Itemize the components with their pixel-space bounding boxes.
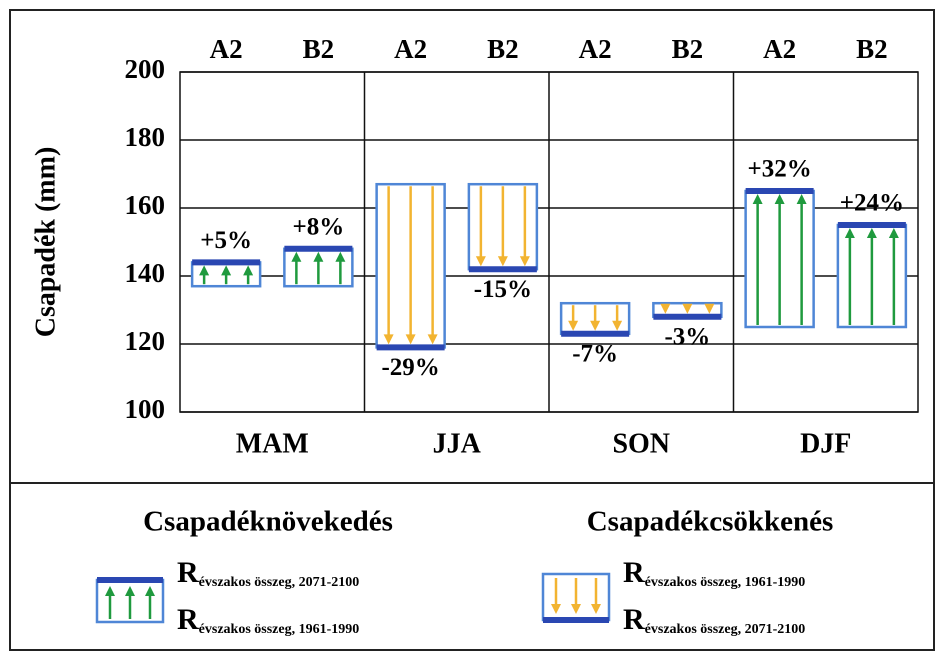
value-label: +5% xyxy=(200,227,252,254)
arrow-head xyxy=(291,251,302,262)
legend-symbol: R xyxy=(623,556,645,589)
arrow-head xyxy=(427,334,438,345)
legend-subscript: évszakos összeg, 2071-2100 xyxy=(645,622,806,637)
arrow-head xyxy=(497,256,508,267)
arrow-head xyxy=(866,228,877,238)
value-label: +24% xyxy=(840,190,904,217)
y-axis-label: Csapadék (mm) xyxy=(30,147,61,338)
scenario-label: A2 xyxy=(579,34,612,64)
arrow-head xyxy=(125,586,135,596)
legend-subscript: évszakos összeg, 2071-2100 xyxy=(199,575,360,590)
legend-symbol: R xyxy=(177,603,199,636)
arrow-head xyxy=(844,228,855,238)
arrow-head xyxy=(105,586,115,596)
arrow-head xyxy=(591,604,601,614)
arrow-head xyxy=(590,320,601,331)
arrow-head xyxy=(475,256,486,267)
legend-subscript: évszakos összeg, 1961-1990 xyxy=(199,622,360,637)
value-label: +32% xyxy=(748,156,812,183)
arrow-head xyxy=(383,334,394,345)
arrow-head xyxy=(551,604,561,614)
y-tick-label: 100 xyxy=(125,394,166,424)
legend-symbol: R xyxy=(177,556,199,589)
arrow-head xyxy=(660,303,671,314)
legend-entry: Révszakos összeg, 2071-2100 xyxy=(177,556,359,590)
legend-title: Csapadéknövekedés xyxy=(143,506,393,538)
arrow-head xyxy=(796,194,807,204)
legend-entry: Révszakos összeg, 1961-1990 xyxy=(623,556,805,590)
frame xyxy=(9,9,935,651)
arrow-head xyxy=(243,265,254,276)
arrow-head xyxy=(571,604,581,614)
scenario-label: A2 xyxy=(763,34,796,64)
arrow-head xyxy=(199,265,210,276)
value-label: -15% xyxy=(474,276,532,303)
value-label: -29% xyxy=(381,354,439,381)
arrow-head xyxy=(612,320,623,331)
arrow-head xyxy=(752,194,763,204)
value-label: -3% xyxy=(664,324,710,351)
scenario-label: A2 xyxy=(394,34,427,64)
x-tick-label: JJA xyxy=(433,428,482,459)
y-tick-label: 120 xyxy=(125,326,166,356)
arrow-head xyxy=(405,334,416,345)
arrow-head xyxy=(335,251,346,262)
legend-symbol: R xyxy=(623,603,645,636)
arrow-head xyxy=(774,194,785,204)
x-tick-label: MAM xyxy=(236,428,309,459)
value-label: +8% xyxy=(293,214,345,241)
arrow-head xyxy=(313,251,324,262)
legend-subscript: évszakos összeg, 1961-1990 xyxy=(645,575,806,590)
x-tick-label: SON xyxy=(612,428,670,459)
scenario-label: A2 xyxy=(210,34,243,64)
y-tick-label: 160 xyxy=(125,190,166,220)
plot-border xyxy=(179,71,919,413)
scenario-label: B2 xyxy=(856,34,888,64)
legend-entry: Révszakos összeg, 2071-2100 xyxy=(623,603,805,637)
legend-entry: Révszakos összeg, 1961-1990 xyxy=(177,603,359,637)
arrow-head xyxy=(568,320,579,331)
scenario-label: B2 xyxy=(487,34,519,64)
arrow-head xyxy=(519,256,530,267)
arrow-head xyxy=(682,303,693,314)
legend-title: Csapadékcsökkenés xyxy=(587,506,834,538)
y-tick-label: 140 xyxy=(125,258,166,288)
arrow-head xyxy=(704,303,715,314)
value-label: -7% xyxy=(572,341,618,368)
arrow-head xyxy=(888,228,899,238)
scenario-label: B2 xyxy=(672,34,704,64)
scenario-label: B2 xyxy=(303,34,335,64)
y-tick-label: 180 xyxy=(125,122,166,152)
y-tick-label: 200 xyxy=(125,54,166,84)
x-tick-label: DJF xyxy=(800,428,851,459)
arrow-head xyxy=(145,586,155,596)
arrow-head xyxy=(221,265,232,276)
